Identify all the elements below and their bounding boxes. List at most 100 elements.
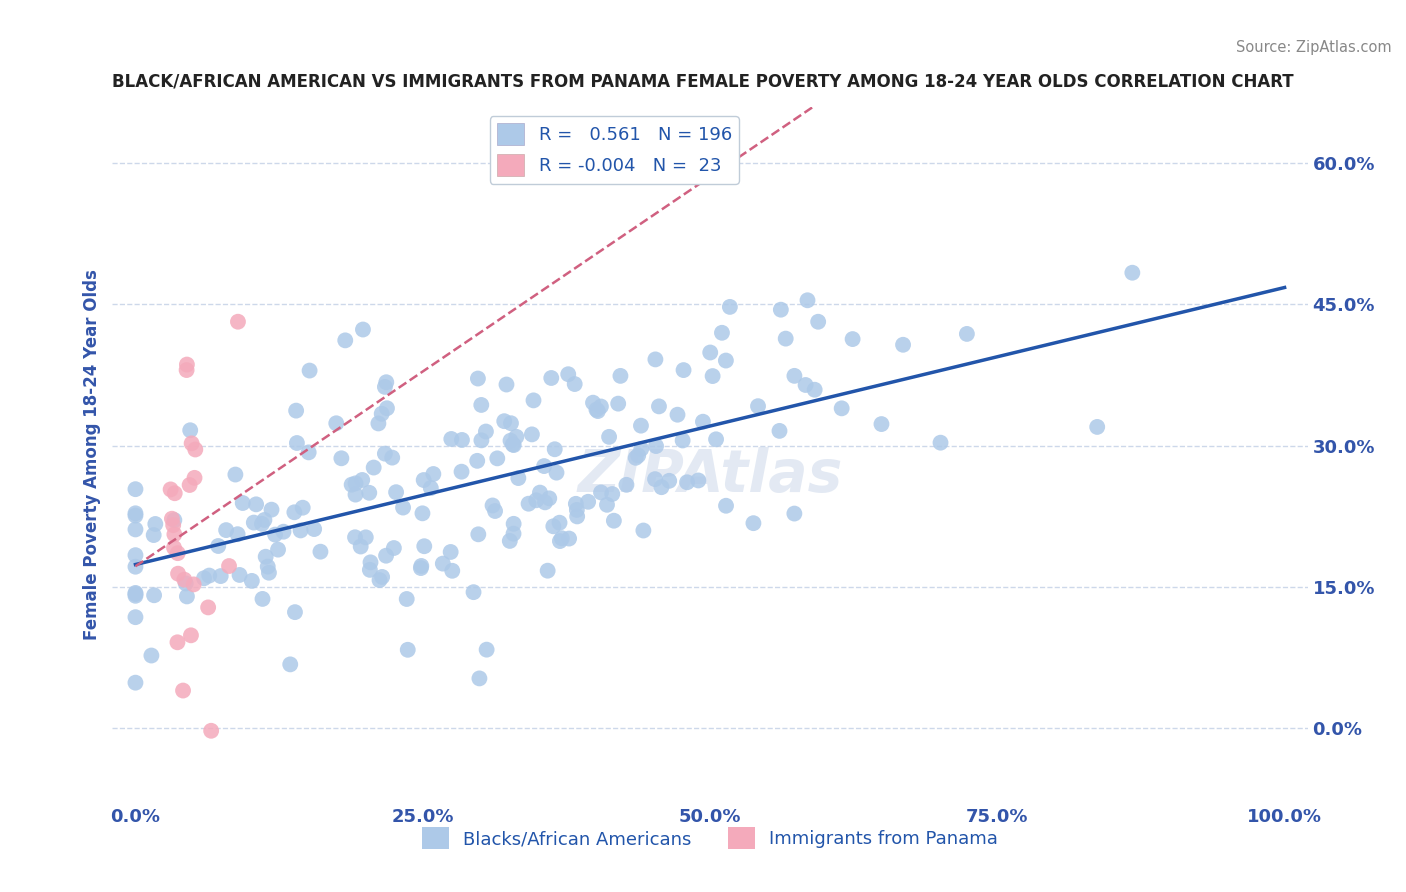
Point: [124, 523, 146, 537]
Point: [142, 528, 165, 542]
Point: [450, 465, 472, 479]
Point: [224, 467, 246, 482]
Point: [226, 315, 249, 329]
Point: [359, 563, 381, 577]
Point: [596, 498, 619, 512]
Point: [870, 417, 893, 431]
Point: [232, 496, 254, 510]
Point: [598, 430, 620, 444]
Point: [291, 500, 314, 515]
Point: [1085, 420, 1108, 434]
Legend: Blacks/African Americans, Immigrants from Panama: Blacks/African Americans, Immigrants fro…: [415, 820, 1005, 856]
Point: [1121, 266, 1143, 280]
Point: [367, 417, 389, 431]
Point: [176, 363, 198, 377]
Point: [603, 514, 626, 528]
Point: [441, 564, 464, 578]
Point: [486, 451, 509, 466]
Point: [704, 433, 727, 447]
Point: [548, 516, 571, 530]
Point: [467, 527, 489, 541]
Point: [534, 495, 557, 509]
Point: [484, 504, 506, 518]
Point: [375, 376, 398, 390]
Point: [769, 302, 792, 317]
Point: [392, 500, 415, 515]
Point: [254, 549, 277, 564]
Point: [163, 486, 186, 500]
Point: [807, 315, 830, 329]
Point: [163, 527, 186, 541]
Point: [775, 332, 797, 346]
Point: [273, 524, 295, 539]
Point: [831, 401, 853, 416]
Point: [582, 395, 605, 409]
Point: [309, 544, 332, 558]
Point: [565, 509, 588, 524]
Point: [630, 418, 652, 433]
Point: [644, 472, 666, 486]
Point: [502, 437, 524, 451]
Point: [252, 591, 274, 606]
Point: [198, 568, 221, 582]
Point: [180, 628, 202, 642]
Point: [676, 475, 699, 490]
Point: [714, 353, 737, 368]
Point: [257, 566, 280, 580]
Point: [783, 368, 806, 383]
Point: [179, 423, 201, 437]
Point: [124, 610, 146, 624]
Point: [395, 592, 418, 607]
Point: [714, 499, 737, 513]
Point: [325, 417, 347, 431]
Point: [624, 450, 647, 465]
Point: [330, 451, 353, 466]
Point: [385, 485, 408, 500]
Point: [633, 524, 655, 538]
Point: [666, 408, 689, 422]
Point: [163, 541, 186, 555]
Point: [529, 485, 551, 500]
Point: [699, 345, 721, 359]
Point: [494, 414, 516, 428]
Point: [396, 642, 419, 657]
Point: [124, 506, 146, 520]
Point: [359, 485, 381, 500]
Point: [508, 471, 530, 485]
Point: [499, 434, 522, 448]
Point: [538, 491, 561, 506]
Point: [163, 513, 186, 527]
Point: [841, 332, 863, 346]
Point: [891, 338, 914, 352]
Point: [360, 555, 382, 569]
Point: [374, 380, 396, 394]
Point: [179, 478, 201, 492]
Point: [124, 559, 146, 574]
Point: [505, 430, 527, 444]
Point: [240, 574, 263, 588]
Point: [298, 445, 321, 459]
Point: [586, 404, 609, 418]
Point: [794, 378, 817, 392]
Point: [162, 518, 184, 533]
Point: [630, 442, 652, 456]
Point: [226, 527, 249, 541]
Point: [285, 436, 308, 450]
Point: [298, 363, 321, 377]
Point: [803, 383, 825, 397]
Point: [783, 507, 806, 521]
Point: [352, 473, 374, 487]
Point: [475, 425, 498, 439]
Point: [645, 439, 668, 453]
Point: [502, 516, 524, 531]
Point: [481, 499, 503, 513]
Point: [143, 516, 166, 531]
Point: [956, 326, 979, 341]
Point: [173, 573, 195, 587]
Point: [616, 478, 638, 492]
Point: [440, 432, 463, 446]
Point: [411, 558, 433, 573]
Point: [344, 487, 367, 501]
Point: [585, 402, 607, 417]
Point: [193, 571, 215, 585]
